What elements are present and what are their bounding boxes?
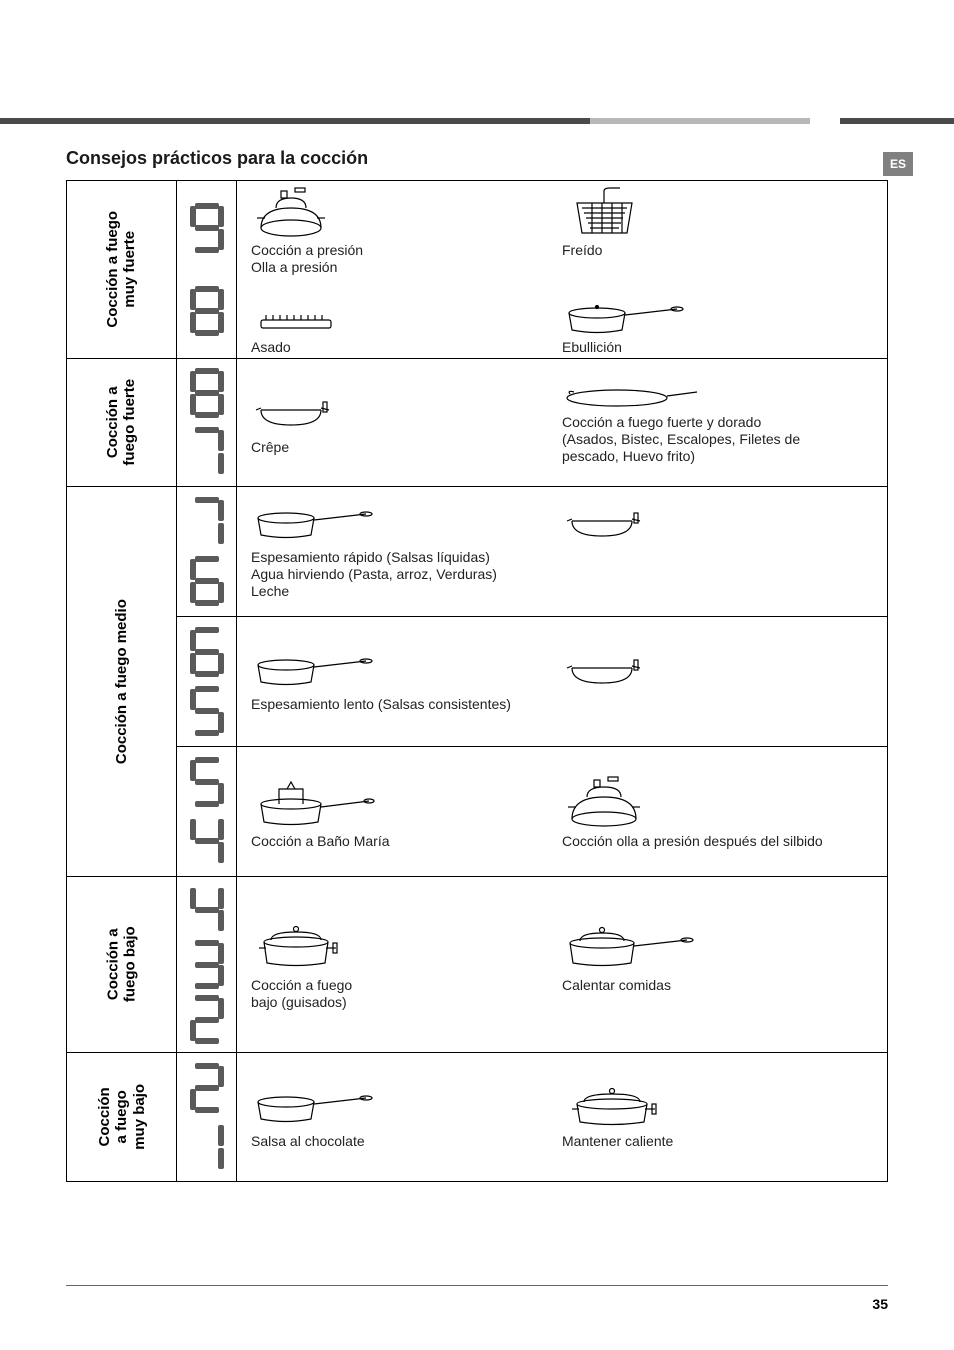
content-cell: Salsa al chocolate Mantener caliente bbox=[237, 1053, 887, 1181]
grill-icon bbox=[251, 295, 562, 335]
row-bajo: Cocción a fuego bajo Cocción a fuego baj… bbox=[67, 877, 887, 1053]
category-line: a fuego bbox=[113, 1090, 130, 1143]
category-cell: Cocción a fuego fuerte bbox=[67, 359, 177, 486]
saucepan-icon bbox=[562, 918, 873, 973]
category-line: fuego fuerte bbox=[121, 379, 138, 466]
item-label: Freído bbox=[562, 242, 873, 259]
category-label: Cocción a fuego fuerte bbox=[104, 379, 139, 466]
pot-lid-handles-icon bbox=[562, 1084, 873, 1129]
row-medio: Cocción a fuego medio bbox=[67, 487, 887, 877]
language-badge: ES bbox=[883, 152, 913, 176]
category-label: Cocción a fuego medio bbox=[113, 599, 130, 764]
category-line: muy bajo bbox=[130, 1084, 147, 1150]
category-cell: Cocción a fuego bajo bbox=[67, 877, 177, 1052]
category-cell: Cocción a fuego muy bajo bbox=[67, 1053, 177, 1181]
pressure-pot-icon bbox=[251, 183, 562, 238]
digit-8-icon bbox=[190, 286, 224, 336]
digit-6-icon bbox=[190, 627, 224, 677]
item-label: Cocción olla a presión después del silbi… bbox=[562, 833, 873, 850]
digits-cell bbox=[177, 1053, 237, 1181]
pot-lid-icon bbox=[251, 918, 562, 973]
content-cell: Cocción a Baño María Cocción olla a pres… bbox=[237, 747, 887, 876]
digits-cell bbox=[177, 359, 237, 486]
item-label: Crêpe bbox=[251, 439, 562, 456]
saucepan-icon bbox=[251, 650, 562, 692]
item-label: Calentar comidas bbox=[562, 977, 873, 994]
content-cell: Cocción a presiónOlla a presión Freído A… bbox=[237, 181, 887, 358]
digits-cell bbox=[177, 877, 237, 1052]
fry-basket-icon bbox=[562, 183, 873, 238]
digit-7-icon bbox=[190, 427, 224, 477]
item-label: Mantener caliente bbox=[562, 1133, 873, 1150]
category-cell: Cocción a fuego medio bbox=[67, 487, 177, 876]
row-muy-bajo: Cocción a fuego muy bajo Salsa al chocol… bbox=[67, 1053, 887, 1181]
page-number: 35 bbox=[872, 1296, 888, 1312]
digit-8-icon bbox=[190, 368, 224, 418]
saucepan-icon bbox=[562, 295, 873, 335]
category-line: Cocción a bbox=[104, 387, 121, 459]
flat-pan-icon bbox=[562, 503, 873, 545]
saucepan-icon bbox=[251, 503, 562, 545]
digits-cell bbox=[177, 487, 237, 616]
item-label: Cocción a fuego bajo (guisados) bbox=[251, 977, 562, 1011]
category-line: muy fuerte bbox=[122, 231, 139, 308]
category-label: Cocción a fuego muy fuerte bbox=[104, 211, 139, 328]
saucepan-icon bbox=[251, 1084, 562, 1129]
category-label: Cocción a fuego bajo bbox=[104, 927, 139, 1003]
item-label: Asado bbox=[251, 339, 562, 356]
category-cell: Cocción a fuego muy fuerte bbox=[67, 181, 177, 358]
digit-1-icon bbox=[190, 1122, 224, 1172]
digit-4-icon bbox=[190, 816, 224, 866]
category-label: Cocción a fuego muy bajo bbox=[96, 1084, 148, 1150]
row-fuerte: Cocción a fuego fuerte Crêpe bbox=[67, 359, 887, 487]
header-bar-light bbox=[590, 118, 810, 124]
item-label: Salsa al chocolate bbox=[251, 1133, 562, 1150]
digit-5-icon bbox=[190, 686, 224, 736]
pressure-pot-icon bbox=[562, 774, 873, 829]
flat-pan-icon bbox=[251, 380, 562, 435]
item-label: Cocción a presiónOlla a presión bbox=[251, 242, 562, 276]
item-label: Espesamiento rápido (Salsas líquidas) Ag… bbox=[251, 549, 562, 599]
digit-6-icon bbox=[190, 556, 224, 606]
row-muy-fuerte: Cocción a fuego muy fuerte Cocción a pre… bbox=[67, 181, 887, 359]
digit-5-icon bbox=[190, 757, 224, 807]
digit-2-icon bbox=[190, 995, 224, 1044]
header-bar-gap bbox=[810, 118, 840, 124]
cooking-table: Cocción a fuego muy fuerte Cocción a pre… bbox=[66, 180, 888, 1182]
digit-4-icon bbox=[190, 885, 224, 934]
content-cell: Espesamiento rápido (Salsas líquidas) Ag… bbox=[237, 487, 887, 616]
content-cell: Crêpe Cocción a fuego fuerte y dorado (A… bbox=[237, 359, 887, 486]
category-line: Cocción a fuego bbox=[104, 211, 121, 328]
category-line: fuego bajo bbox=[121, 927, 138, 1003]
digit-3-icon bbox=[190, 940, 224, 989]
digit-2-icon bbox=[190, 1063, 224, 1113]
category-line: Cocción a bbox=[104, 929, 121, 1001]
item-label: Cocción a Baño María bbox=[251, 833, 562, 850]
digits-cell bbox=[177, 181, 237, 358]
category-line: Cocción bbox=[96, 1087, 113, 1146]
flat-pan-icon bbox=[562, 650, 873, 692]
digit-9-icon bbox=[190, 203, 224, 253]
digit-7-icon bbox=[190, 497, 224, 547]
item-label: Cocción a fuego fuerte y dorado (Asados,… bbox=[562, 414, 873, 464]
page-title: Consejos prácticos para la cocción bbox=[66, 148, 368, 169]
oval-pan-icon bbox=[562, 380, 873, 410]
bain-marie-icon bbox=[251, 774, 562, 829]
content-cell: Cocción a fuego bajo (guisados) Calentar… bbox=[237, 877, 887, 1052]
item-label: Espesamiento lento (Salsas consistentes) bbox=[251, 696, 562, 713]
item-label: Ebullición bbox=[562, 339, 873, 356]
content-cell: Espesamiento lento (Salsas consistentes) bbox=[237, 617, 887, 746]
footer-rule bbox=[66, 1285, 888, 1286]
digits-cell bbox=[177, 747, 237, 876]
digits-cell bbox=[177, 617, 237, 746]
